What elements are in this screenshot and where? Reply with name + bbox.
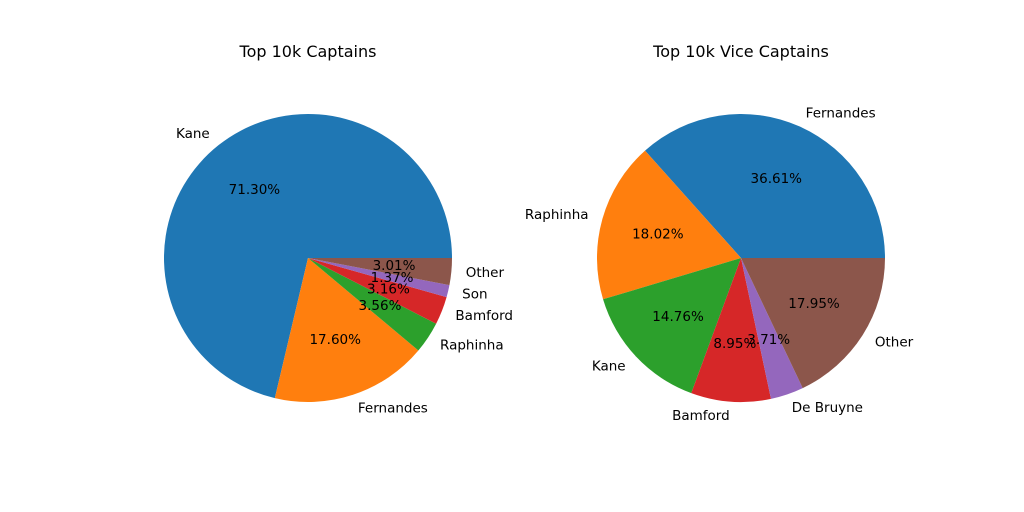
pie-slice-kane: [603, 258, 741, 394]
slice-label: Raphinha: [525, 207, 589, 223]
pie-slice-fernandes: [274, 258, 419, 403]
pie-slice-son: [308, 258, 450, 298]
chart-title: Top 10k Captains: [239, 42, 377, 61]
slice-percent-label: 14.76%: [652, 309, 704, 325]
slice-label: Fernandes: [806, 105, 876, 121]
slice-percent-label: 18.02%: [632, 227, 684, 243]
slice-percent-label: 17.95%: [788, 296, 840, 312]
slice-percent-label: 3.16%: [367, 282, 410, 298]
pie-slice-de-bruyne: [741, 258, 803, 399]
slice-percent-label: 3.56%: [359, 298, 402, 314]
slice-percent-label: 71.30%: [229, 182, 281, 198]
pie-slice-other: [741, 258, 885, 389]
slice-label: De Bruyne: [792, 400, 863, 416]
slice-label: Kane: [592, 359, 626, 375]
chart-title: Top 10k Vice Captains: [652, 42, 829, 61]
pie-slice-fernandes: [645, 113, 885, 258]
slice-label: Raphinha: [440, 338, 504, 354]
pie-slice-other: [308, 258, 452, 286]
slice-label: Kane: [176, 126, 210, 142]
slice-percent-label: 36.61%: [751, 171, 803, 187]
slice-percent-label: 17.60%: [309, 332, 361, 348]
slice-percent-label: 3.01%: [373, 258, 416, 274]
slice-label: Bamford: [672, 408, 730, 424]
slice-percent-label: 1.37%: [371, 270, 414, 286]
slice-percent-label: 8.95%: [713, 336, 756, 352]
vice-captains-pie-chart: Top 10k Vice Captains Fernandes 36.61% Rap…: [525, 42, 914, 424]
pie-slice-raphinha: [597, 150, 741, 300]
pie-slice-bamford: [308, 258, 447, 324]
slice-label: Son: [462, 286, 487, 302]
slice-percent-label: 3.71%: [747, 332, 790, 348]
captains-pie-chart: Top 10k Captains Kane 71.30% Fernandes 17.6…: [164, 42, 513, 416]
slice-label: Other: [466, 265, 505, 281]
pie-slice-kane: [164, 114, 452, 399]
pie-slice-bamford: [691, 258, 771, 402]
slice-label: Other: [875, 335, 914, 351]
slice-label: Bamford: [455, 308, 513, 324]
pie-slice-raphinha: [308, 258, 437, 351]
slice-label: Fernandes: [358, 400, 428, 416]
